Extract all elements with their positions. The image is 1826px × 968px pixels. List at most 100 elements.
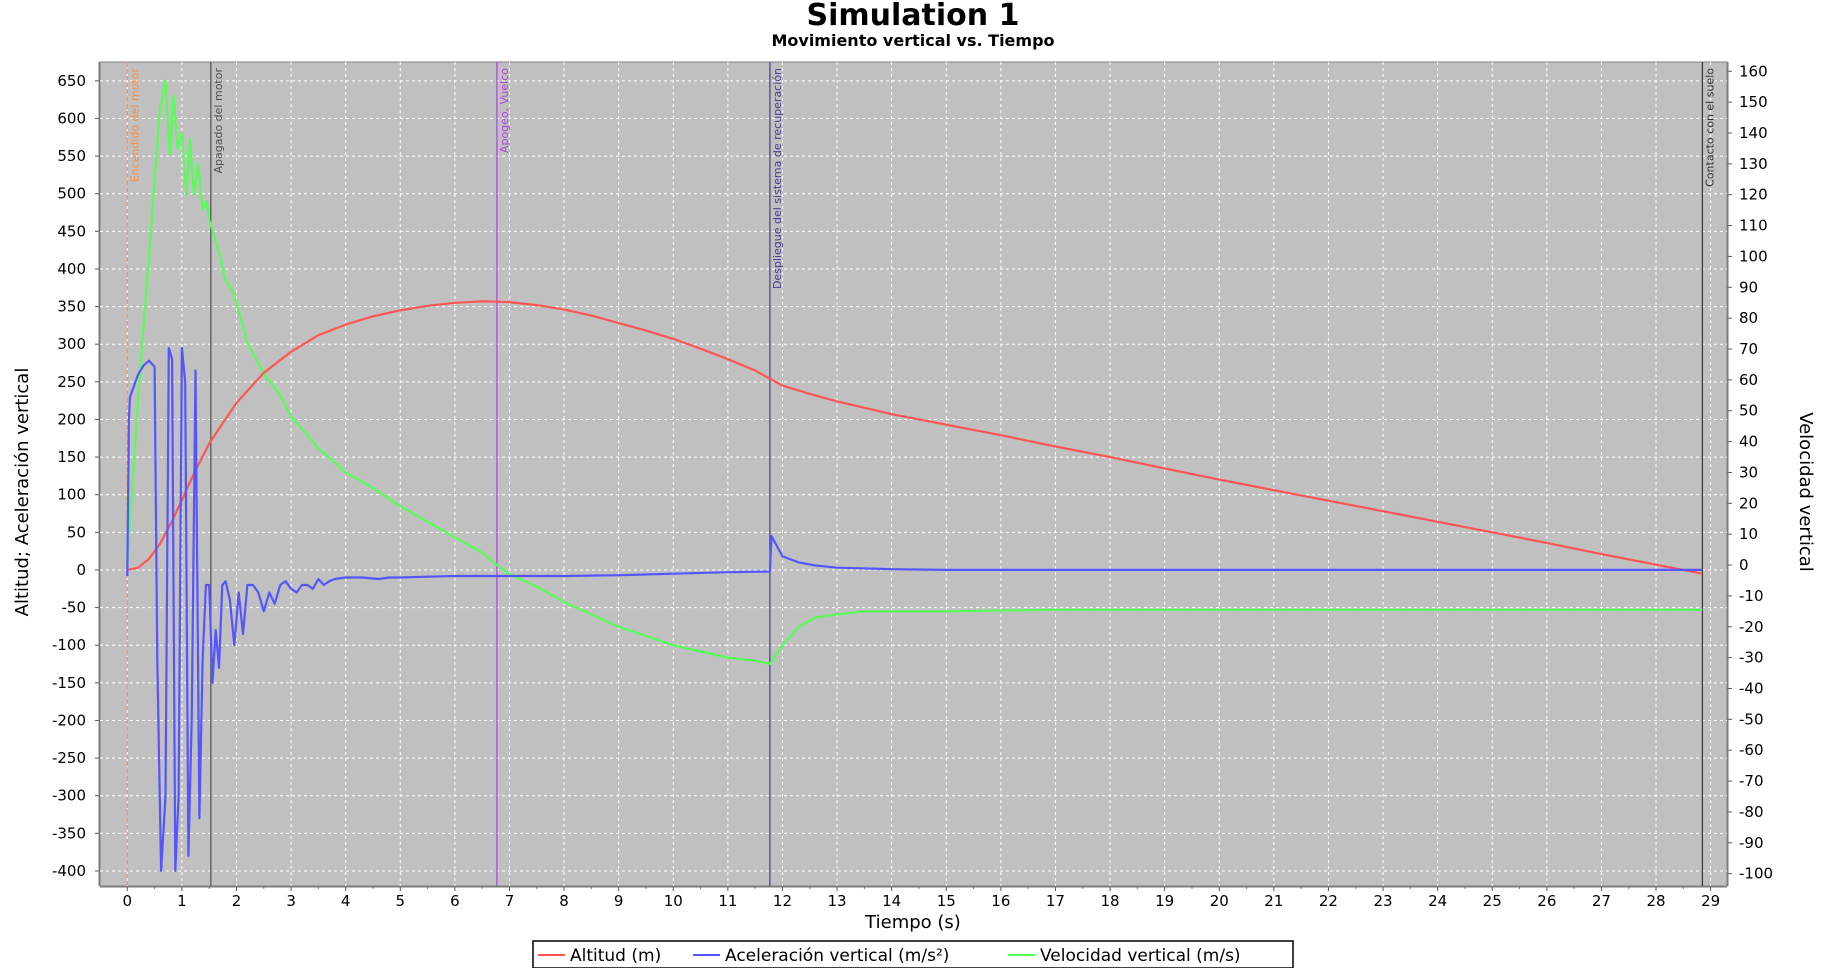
y-right-tick-label: 50 xyxy=(1739,402,1758,420)
y-left-tick-label: -50 xyxy=(62,599,87,617)
y-right-tick-label: 0 xyxy=(1739,556,1749,574)
y-right-tick-label: 90 xyxy=(1739,278,1758,296)
y-right-tick-label: 110 xyxy=(1739,217,1768,235)
y-right-tick-label: 70 xyxy=(1739,340,1758,358)
chart-title: Simulation 1 xyxy=(807,0,1020,33)
event-label: Contacto con el suelo xyxy=(1703,68,1716,187)
x-tick-label: 12 xyxy=(773,892,792,910)
x-axis-label: Tiempo (s) xyxy=(864,912,961,933)
plot-area xyxy=(99,61,1728,887)
y-right-tick-label: -50 xyxy=(1739,710,1764,728)
y-right-tick-label: 80 xyxy=(1739,309,1758,327)
x-tick-label: 23 xyxy=(1373,892,1392,910)
x-tick-label: 21 xyxy=(1264,892,1283,910)
y-right-tick-label: 30 xyxy=(1739,463,1758,481)
y-right-tick-label: -20 xyxy=(1739,618,1764,636)
series-lines xyxy=(126,79,1703,873)
y-right-tick-label: 40 xyxy=(1739,433,1758,451)
y-left-tick-label: 50 xyxy=(67,523,86,541)
x-tick-label: 5 xyxy=(396,892,406,910)
x-tick-label: 20 xyxy=(1210,892,1229,910)
y-left-tick-label: -200 xyxy=(52,711,86,729)
legend: Altitud (m) Aceleración vertical (m/s²) … xyxy=(532,940,1294,968)
y-axis-left-label: Altitud; Aceleración vertical xyxy=(12,368,33,617)
y-left-tick-label: 100 xyxy=(57,486,86,504)
y-left-tick-label: -150 xyxy=(52,674,86,692)
y-left-tick-label: -100 xyxy=(52,636,86,654)
series-line-velocidad xyxy=(126,79,1703,665)
y-left-tick-label: 300 xyxy=(57,335,86,353)
event-label: Despliegue del sistema de recuperación xyxy=(771,68,784,289)
y-right-tick-label: -90 xyxy=(1739,834,1764,852)
y-right-tick-label: -100 xyxy=(1739,865,1773,883)
x-tick-label: 8 xyxy=(559,892,569,910)
y-right-tick-label: -80 xyxy=(1739,803,1764,821)
grid-lines xyxy=(100,62,1727,886)
x-tick-label: 27 xyxy=(1592,892,1611,910)
x-tick-label: 2 xyxy=(232,892,242,910)
x-tick-label: 1 xyxy=(177,892,187,910)
y-left-tick-label: 500 xyxy=(57,185,86,203)
y-left-tick-label: -300 xyxy=(52,787,86,805)
x-tick-label: 11 xyxy=(718,892,737,910)
y-axis-right: -100-90-80-70-60-50-40-30-20-10010203040… xyxy=(1727,62,1773,886)
y-left-tick-label: 550 xyxy=(57,147,86,165)
series-line-altitud xyxy=(127,300,1703,575)
x-tick-label: 25 xyxy=(1483,892,1502,910)
y-right-tick-label: 160 xyxy=(1739,62,1768,80)
y-right-tick-label: 20 xyxy=(1739,494,1758,512)
y-axis-right-label: Velocidad vertical xyxy=(1795,412,1816,572)
legend-item-altitud: Altitud (m) xyxy=(570,946,661,966)
x-tick-label: 14 xyxy=(882,892,901,910)
y-right-tick-label: -60 xyxy=(1739,741,1764,759)
y-right-tick-label: -10 xyxy=(1739,587,1764,605)
y-left-tick-label: 600 xyxy=(57,109,86,127)
y-right-tick-label: 10 xyxy=(1739,525,1758,543)
y-right-tick-label: 120 xyxy=(1739,186,1768,204)
chart-subtitle: Movimiento vertical vs. Tiempo xyxy=(771,31,1054,50)
event-markers: Encendido del motor Apagado del motor Apog… xyxy=(126,62,1716,886)
y-right-tick-label: -40 xyxy=(1739,679,1764,697)
y-axis-left: -400 -350 -300 -250 -200 -150 -100 -50 0 50 100 150… xyxy=(52,62,100,886)
y-left-tick-label: 450 xyxy=(57,222,86,240)
y-right-tick-label: 140 xyxy=(1739,124,1768,142)
x-tick-label: 13 xyxy=(828,892,847,910)
x-tick-label: 18 xyxy=(1101,892,1120,910)
x-axis: 0 1 2 3 4 5 6 7 8 9 10 11 12 13 14 15 16 17 18 19 20 21 22 23 24… xyxy=(100,886,1727,910)
y-right-tick-label: 100 xyxy=(1739,247,1768,265)
y-left-tick-label: 350 xyxy=(57,298,86,316)
x-tick-label: 9 xyxy=(614,892,624,910)
x-tick-label: 15 xyxy=(937,892,956,910)
event-label: Encendido del motor xyxy=(128,68,141,183)
x-tick-label: 4 xyxy=(341,892,351,910)
x-tick-label: 26 xyxy=(1537,892,1556,910)
y-left-tick-label: -400 xyxy=(52,862,86,880)
x-tick-label: 19 xyxy=(1155,892,1174,910)
x-tick-label: 3 xyxy=(286,892,296,910)
event-label: Apagado del motor xyxy=(212,68,225,174)
series-line-aceleracion xyxy=(126,346,1703,873)
x-tick-label: 22 xyxy=(1319,892,1338,910)
legend-item-aceleracion: Aceleración vertical (m/s²) xyxy=(725,946,949,966)
x-tick-label: 0 xyxy=(123,892,133,910)
y-left-tick-label: -350 xyxy=(52,824,86,842)
y-left-tick-label: 650 xyxy=(57,72,86,90)
y-left-tick-label: 0 xyxy=(76,561,86,579)
y-left-tick-label: 150 xyxy=(57,448,86,466)
x-tick-label: 7 xyxy=(505,892,515,910)
x-tick-label: 6 xyxy=(450,892,460,910)
y-left-tick-label: 200 xyxy=(57,410,86,428)
x-tick-label: 16 xyxy=(991,892,1010,910)
x-tick-label: 28 xyxy=(1646,892,1665,910)
y-right-tick-label: -70 xyxy=(1739,772,1764,790)
y-right-tick-label: 150 xyxy=(1739,93,1768,111)
x-tick-label: 24 xyxy=(1428,892,1447,910)
event-label: Apogeo, Vuelco xyxy=(498,68,511,153)
y-right-tick-label: 60 xyxy=(1739,371,1758,389)
y-left-tick-label: 400 xyxy=(57,260,86,278)
x-tick-label: 17 xyxy=(1046,892,1065,910)
legend-box xyxy=(532,940,1294,968)
y-right-tick-label: -30 xyxy=(1739,649,1764,667)
x-tick-label: 10 xyxy=(664,892,683,910)
